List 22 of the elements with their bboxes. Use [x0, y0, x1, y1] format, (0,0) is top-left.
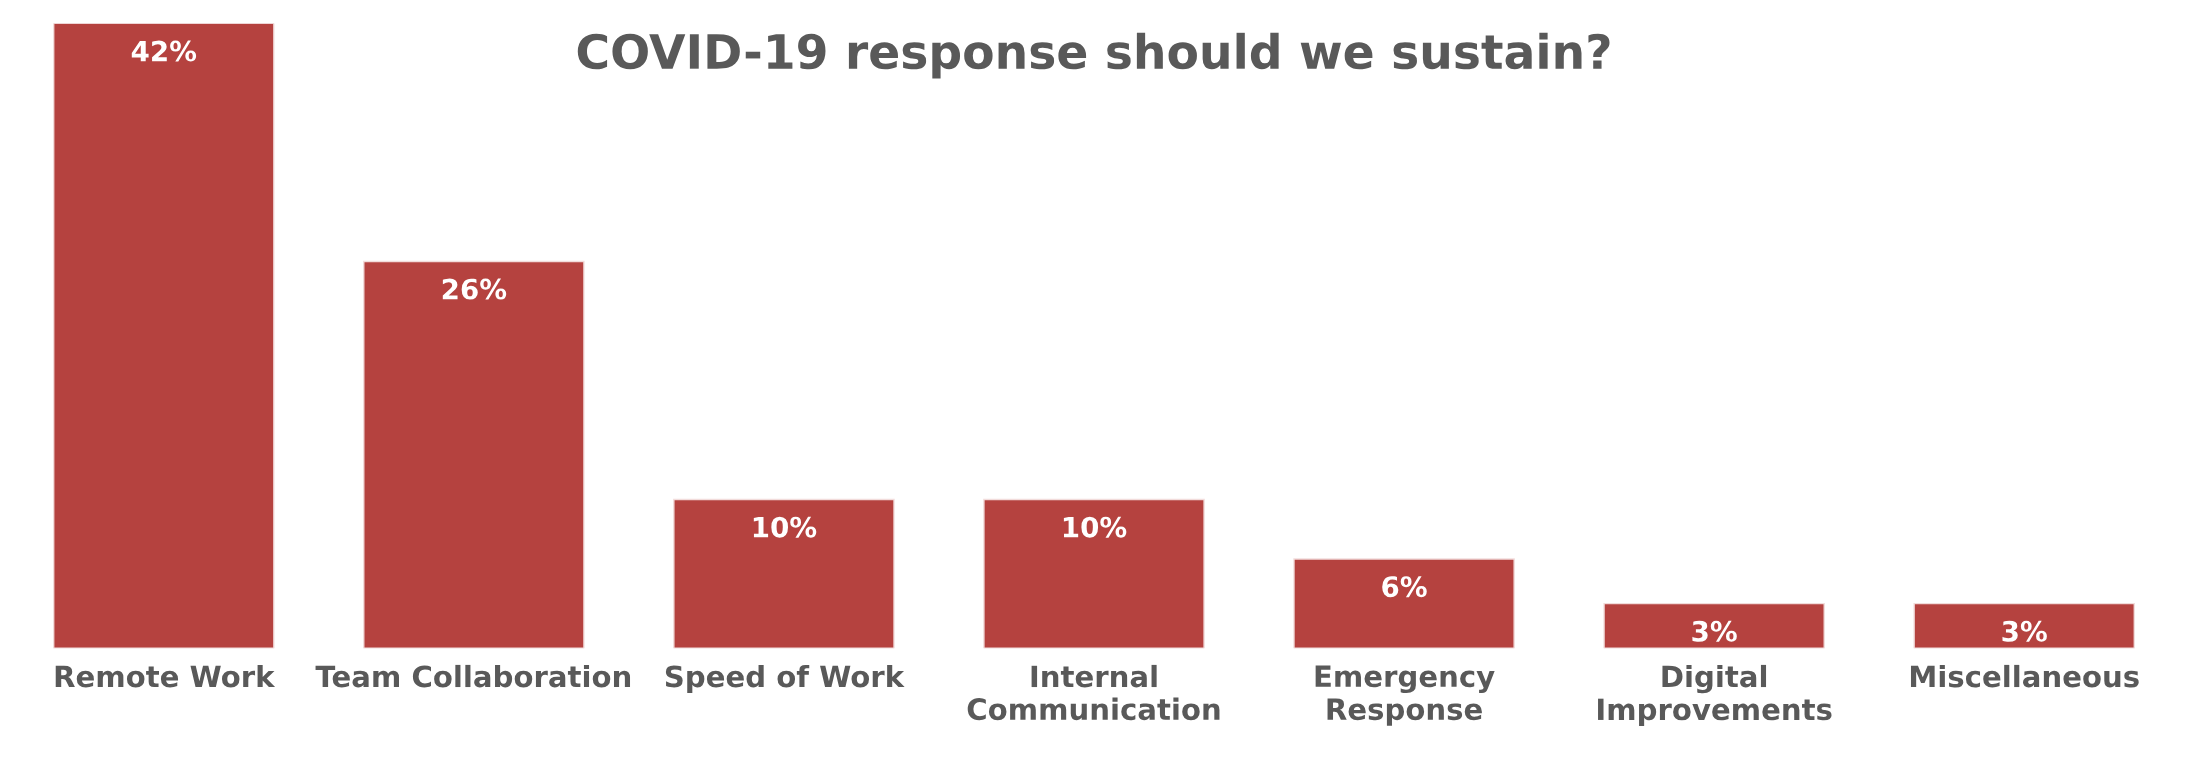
chart-title: COVID-19 response should we sustain? [577, 32, 1610, 79]
x-tick-label: Internal Communication [967, 664, 1220, 721]
x-tick-label: Remote Work [55, 664, 276, 688]
x-tick-label: Digital Improvements [1598, 664, 1832, 727]
bar [1913, 602, 2135, 649]
x-tick-label: Speed of Work [665, 664, 905, 694]
data-label: 6% [1382, 576, 1427, 598]
x-tick-label: Miscellaneous [1910, 664, 2139, 688]
bar [1293, 558, 1515, 649]
x-tick-label: Team Collaboration [315, 664, 631, 688]
bar [983, 498, 1205, 649]
data-label: 42% [131, 40, 197, 62]
bar [53, 23, 275, 649]
data-label: 3% [2002, 620, 2047, 642]
bar [673, 498, 895, 649]
x-tick-label: Emergency Response [1315, 665, 1495, 726]
bar [1603, 602, 1825, 649]
data-label: 26% [442, 278, 507, 300]
data-label: 10% [1063, 516, 1127, 538]
bar [363, 260, 585, 649]
data-label: 3% [1692, 620, 1737, 642]
data-label: 10% [753, 516, 817, 538]
